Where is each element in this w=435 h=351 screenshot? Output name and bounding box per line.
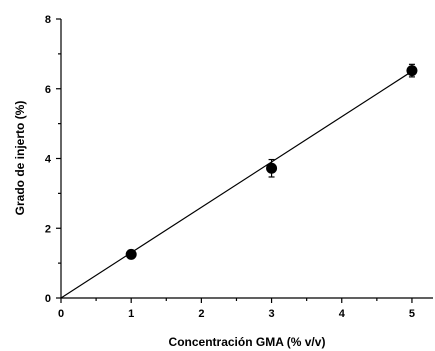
data-point xyxy=(406,65,418,77)
y-tick-label: 6 xyxy=(45,84,51,96)
x-tick-label: 0 xyxy=(58,308,64,320)
fit-line xyxy=(60,70,413,299)
x-tick-label: 1 xyxy=(128,308,134,320)
y-tick-label: 4 xyxy=(45,154,52,166)
y-axis-title: Grado de injerto (%) xyxy=(13,101,27,216)
plot-area: 0 1 2 3 4 5 0 2 4 6 8 xyxy=(45,14,433,320)
data-point xyxy=(125,248,137,260)
x-tick-label: 5 xyxy=(409,308,415,320)
y-tick-label: 0 xyxy=(45,293,51,305)
x-tick-label: 4 xyxy=(339,308,346,320)
x-tick-label: 2 xyxy=(198,308,204,320)
data-point xyxy=(266,162,278,174)
x-axis-title: Concentración GMA (% v/v) xyxy=(169,335,326,349)
y-tick-label: 2 xyxy=(45,223,51,235)
y-tick-label: 8 xyxy=(45,14,51,26)
x-tick-label: 3 xyxy=(269,308,275,320)
